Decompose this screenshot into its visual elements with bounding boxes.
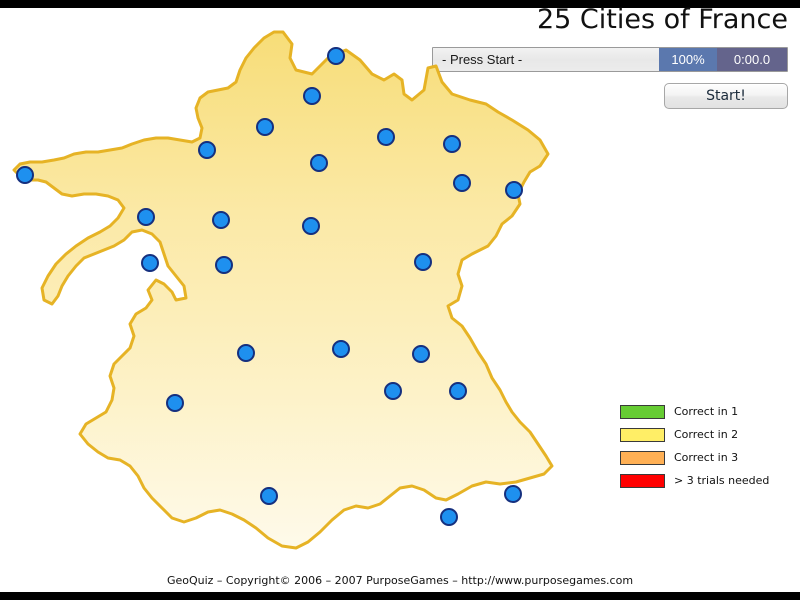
start-button[interactable]: Start! (664, 83, 788, 109)
page-title: 25 Cities of France (536, 4, 788, 35)
city-dot-4[interactable] (198, 141, 216, 159)
city-dot-layer[interactable] (16, 47, 523, 526)
city-dot-8[interactable] (453, 174, 471, 192)
city-dot-19[interactable] (412, 345, 430, 363)
city-dot-11[interactable] (137, 208, 155, 226)
status-percent: 100% (659, 48, 717, 71)
city-dot-16[interactable] (414, 253, 432, 271)
city-dot-7[interactable] (310, 154, 328, 172)
footer-credit: GeoQuiz – Copyright© 2006 – 2007 Purpose… (166, 574, 634, 587)
city-dot-12[interactable] (212, 211, 230, 229)
city-dot-5[interactable] (377, 128, 395, 146)
city-dot-21[interactable] (449, 382, 467, 400)
legend-label-correct-in-2: Correct in 2 (674, 428, 739, 441)
city-dot-10[interactable] (16, 166, 34, 184)
city-dot-15[interactable] (215, 256, 233, 274)
status-bar: - Press Start - 100% 0:00.0 (432, 47, 788, 72)
city-dot-13[interactable] (302, 217, 320, 235)
city-dot-22[interactable] (166, 394, 184, 412)
city-dot-25[interactable] (504, 485, 522, 503)
city-dot-17[interactable] (237, 344, 255, 362)
city-dot-18[interactable] (332, 340, 350, 358)
legend-item-correct-in-2: Correct in 2 (620, 423, 795, 446)
legend-label-correct-in-3: Correct in 3 (674, 451, 739, 464)
status-timer: 0:00.0 (717, 48, 787, 71)
legend-swatch-red (620, 473, 665, 488)
city-dot-2[interactable] (303, 87, 321, 105)
legend: Correct in 1 Correct in 2 Correct in 3 >… (620, 400, 795, 492)
legend-swatch-green (620, 404, 665, 419)
legend-item-more-than-3-trials: > 3 trials needed (620, 469, 795, 492)
letterbox-bar-top (0, 0, 800, 8)
legend-item-correct-in-1: Correct in 1 (620, 400, 795, 423)
city-dot-3[interactable] (256, 118, 274, 136)
city-dot-24[interactable] (440, 508, 458, 526)
france-map[interactable] (0, 8, 600, 568)
legend-label-correct-in-1: Correct in 1 (674, 405, 739, 418)
city-dot-14[interactable] (141, 254, 159, 272)
france-outline[interactable] (12, 30, 554, 550)
city-dot-9[interactable] (505, 181, 523, 199)
city-dot-6[interactable] (443, 135, 461, 153)
status-message: - Press Start - (433, 48, 659, 71)
city-dot-23[interactable] (260, 487, 278, 505)
legend-swatch-orange (620, 450, 665, 465)
city-dot-20[interactable] (384, 382, 402, 400)
legend-item-correct-in-3: Correct in 3 (620, 446, 795, 469)
letterbox-bar-bottom (0, 592, 800, 600)
city-dot-1[interactable] (327, 47, 345, 65)
legend-label-more-than-3-trials: > 3 trials needed (674, 474, 770, 487)
legend-swatch-yellow (620, 427, 665, 442)
